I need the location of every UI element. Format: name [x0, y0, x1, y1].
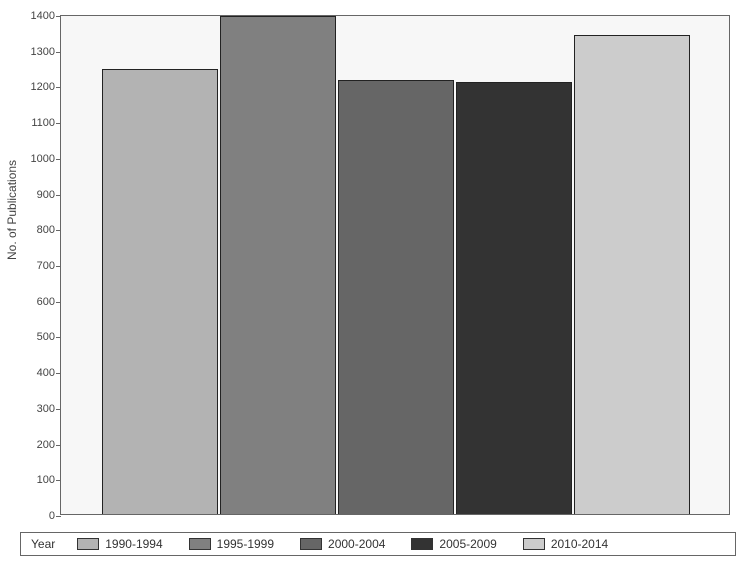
ytick-label: 100	[23, 474, 55, 486]
ytick-label: 1300	[23, 46, 55, 58]
legend-item-2005-2009: 2005-2009	[411, 537, 496, 551]
ytick-mark	[56, 16, 61, 17]
legend: Year 1990-1994 1995-1999 2000-2004 2005-200…	[20, 532, 736, 556]
ytick-label: 0	[23, 510, 55, 522]
ytick-mark	[56, 123, 61, 124]
ytick-label: 900	[23, 189, 55, 201]
legend-item-2010-2014: 2010-2014	[523, 537, 608, 551]
ytick-mark	[56, 445, 61, 446]
ytick-label: 600	[23, 296, 55, 308]
ytick-mark	[56, 230, 61, 231]
ytick-label: 1400	[23, 10, 55, 22]
ytick-mark	[56, 159, 61, 160]
legend-label: 2000-2004	[328, 537, 385, 551]
ytick-label: 1100	[23, 117, 55, 129]
legend-swatch	[77, 538, 99, 550]
ytick-label: 700	[23, 260, 55, 272]
legend-label: 1995-1999	[217, 537, 274, 551]
ytick-label: 300	[23, 403, 55, 415]
ytick-label: 400	[23, 367, 55, 379]
ytick-mark	[56, 195, 61, 196]
legend-swatch	[300, 538, 322, 550]
bar-1995-1999	[220, 16, 336, 514]
ytick-label: 200	[23, 439, 55, 451]
legend-swatch	[189, 538, 211, 550]
legend-item-1990-1994: 1990-1994	[77, 537, 162, 551]
ytick-mark	[56, 302, 61, 303]
legend-item-1995-1999: 1995-1999	[189, 537, 274, 551]
legend-label: 1990-1994	[105, 537, 162, 551]
ytick-label: 500	[23, 331, 55, 343]
legend-label: 2010-2014	[551, 537, 608, 551]
ytick-label: 800	[23, 224, 55, 236]
ytick-label: 1200	[23, 81, 55, 93]
legend-label: 2005-2009	[439, 537, 496, 551]
bar-1990-1994	[102, 69, 218, 514]
ytick-label: 1000	[23, 153, 55, 165]
ytick-mark	[56, 373, 61, 374]
ytick-mark	[56, 52, 61, 53]
ytick-mark	[56, 87, 61, 88]
legend-title: Year	[31, 537, 55, 551]
y-axis-label: No. of Publications	[5, 160, 19, 260]
legend-swatch	[411, 538, 433, 550]
bar-2005-2009	[456, 82, 572, 514]
ytick-mark	[56, 337, 61, 338]
ytick-mark	[56, 480, 61, 481]
bar-2000-2004	[338, 80, 454, 514]
ytick-mark	[56, 516, 61, 517]
legend-item-2000-2004: 2000-2004	[300, 537, 385, 551]
ytick-mark	[56, 266, 61, 267]
ytick-mark	[56, 409, 61, 410]
bar-2010-2014	[574, 35, 690, 514]
legend-swatch	[523, 538, 545, 550]
chart-plot-area: 0100200300400500600700800900100011001200…	[60, 15, 730, 515]
